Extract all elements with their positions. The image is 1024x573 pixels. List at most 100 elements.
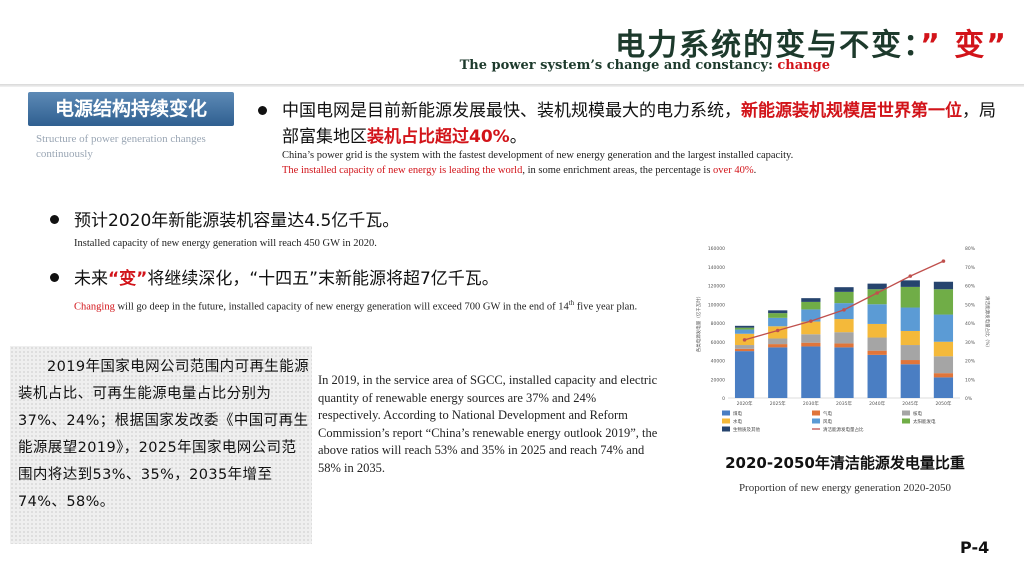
chart-caption-en: Proportion of new energy generation 2020… — [738, 482, 952, 494]
bar-segment — [933, 281, 954, 290]
bullet-3-zh: 未来“变”将继续深化，“十四五”末新能源将超7亿千瓦。 — [74, 266, 654, 292]
slide-title-prefix: 电力系统的变与不变： — [615, 28, 921, 63]
bullet-3-en-sup: th — [568, 299, 575, 307]
x-tick-label: 2025年 — [770, 400, 786, 407]
y-axis-title: 各类电源发电量（亿千瓦时） — [695, 294, 702, 353]
bar-segment — [734, 327, 755, 330]
bar-segment — [801, 298, 821, 302]
bullet-1-text-b: ，局部富集地区 — [282, 101, 996, 147]
legend-swatch — [722, 418, 730, 424]
bar-segment — [900, 360, 920, 365]
bar-segment — [834, 347, 854, 398]
share-point — [742, 338, 747, 342]
y-tick-label: 160000 — [708, 246, 725, 252]
bullet-1-highlight-a: 新能源装机规模居世界第一位 — [741, 101, 962, 121]
bullet-3-highlight: “变” — [108, 269, 148, 289]
bar-segment — [734, 348, 755, 352]
bar-segment — [768, 317, 788, 327]
bullet-dot — [50, 273, 59, 282]
share-point — [908, 274, 913, 278]
x-tick-label: 2030年 — [803, 400, 819, 407]
y-tick-label: 80000 — [711, 321, 725, 327]
legend-swatch — [902, 418, 910, 424]
y-tick-label: 140000 — [708, 265, 725, 271]
bullet-1-highlight-b: 装机占比超过40% — [367, 127, 510, 147]
bar-segment — [900, 280, 920, 287]
bar-segment — [933, 341, 954, 357]
x-tick-label: 2045年 — [902, 400, 918, 407]
bullet-dot — [258, 106, 267, 115]
bar-segment — [933, 314, 954, 342]
bullet-2-en: Installed capacity of new energy generat… — [74, 238, 377, 249]
bullet-1-text-c: 。 — [509, 127, 527, 147]
slide-title: 电力系统的变与不变：” 变” — [0, 20, 1008, 64]
bar-segment — [801, 301, 821, 310]
y-tick-label: 0 — [722, 396, 725, 402]
y2-tick-label: 80% — [965, 246, 976, 252]
bullet-3-en-highlight: Changing — [74, 301, 115, 313]
legend-swatch — [902, 410, 910, 416]
bullet-dot — [50, 215, 59, 224]
x-tick-label: 2020年 — [737, 400, 753, 407]
bullet-2-zh: 预计2020年新能源装机容量达4.5亿千瓦。 — [74, 211, 400, 231]
chart-caption: 2020-2050年清洁能源发电量比重 — [725, 454, 965, 472]
bar-segment — [867, 350, 887, 355]
y-tick-label: 40000 — [711, 359, 725, 365]
bar-segment — [834, 319, 854, 333]
y2-axis-title: 清洁能源发电量占比（%） — [984, 296, 991, 350]
bar-segment — [734, 345, 755, 349]
bar-segment — [834, 332, 854, 344]
bar-segment — [900, 364, 920, 398]
summary-box-text: 2019年国家电网公司范围内可再生能源装机占比、可再生能源电量占比分别为37%、… — [18, 359, 309, 510]
legend-label: 清洁能源发电量占比 — [823, 426, 864, 433]
bar-segment — [768, 313, 788, 318]
title-divider — [0, 84, 1024, 87]
slide-subtitle-en: The power system’s change and constancy:… — [0, 58, 830, 73]
legend-label: 水电 — [733, 418, 742, 425]
bullet-1-en-a: China’s power grid is the system with th… — [282, 150, 794, 161]
bar-segment — [801, 309, 821, 322]
bar-segment — [867, 304, 887, 324]
bullet-3-text-c: 将继续深化，“十四五”末新能源将超7亿千瓦。 — [147, 269, 499, 289]
y2-tick-label: 0% — [965, 396, 973, 402]
y2-tick-label: 20% — [965, 359, 976, 365]
y2-tick-label: 40% — [965, 321, 976, 327]
share-point — [809, 319, 813, 323]
section-tag: 电源结构持续变化 — [28, 92, 234, 126]
bar-segment — [734, 329, 755, 334]
bullet-3-text-a: 未来 — [74, 269, 108, 289]
bar-segment — [900, 330, 920, 346]
bullet-3-en: Changing will go deep in the future, ins… — [74, 296, 664, 315]
y2-tick-label: 70% — [965, 265, 976, 271]
bar-segment — [867, 289, 887, 305]
share-point — [875, 291, 879, 295]
bar-segment — [768, 338, 788, 345]
x-tick-label: 2035年 — [836, 400, 852, 407]
slide-title-highlight: ” 变” — [920, 28, 1008, 63]
x-tick-label: 2050年 — [935, 400, 951, 407]
bar-segment — [867, 323, 887, 338]
bar-segment — [933, 373, 954, 378]
bar-segment — [867, 337, 887, 351]
clean-energy-chart: 0 20000 40000 60000 80000 100000 120000 140000 1… — [695, 246, 991, 433]
bar-segment — [768, 310, 788, 314]
section-subtitle-en: Structure of power generation changes co… — [36, 133, 206, 160]
share-point — [775, 328, 780, 333]
legend-swatch — [722, 426, 730, 432]
bullet-1-en-c: , in some enrichment areas, the percenta… — [522, 165, 714, 176]
legend-label: 煤电 — [733, 410, 742, 417]
bullet-1-en-highlight: The installed capacity of new energy is … — [282, 165, 523, 176]
summary-box — [10, 346, 312, 544]
legend-label: 核电 — [913, 410, 922, 417]
legend-swatch — [812, 410, 820, 416]
bar-segment — [801, 321, 821, 335]
page-number: P-4 — [960, 538, 990, 557]
bar-segment — [933, 377, 954, 398]
bullet-3-en-b: will go deep in the future, installed ca… — [114, 301, 569, 313]
y2-tick-label: 50% — [965, 302, 976, 308]
summary-paragraph-en: In 2019, in the service area of SGCC, in… — [318, 373, 658, 475]
bar-segment — [867, 354, 887, 398]
legend-swatch — [722, 410, 730, 416]
legend-swatch — [812, 418, 820, 424]
x-tick-label: 2040年 — [869, 400, 885, 407]
